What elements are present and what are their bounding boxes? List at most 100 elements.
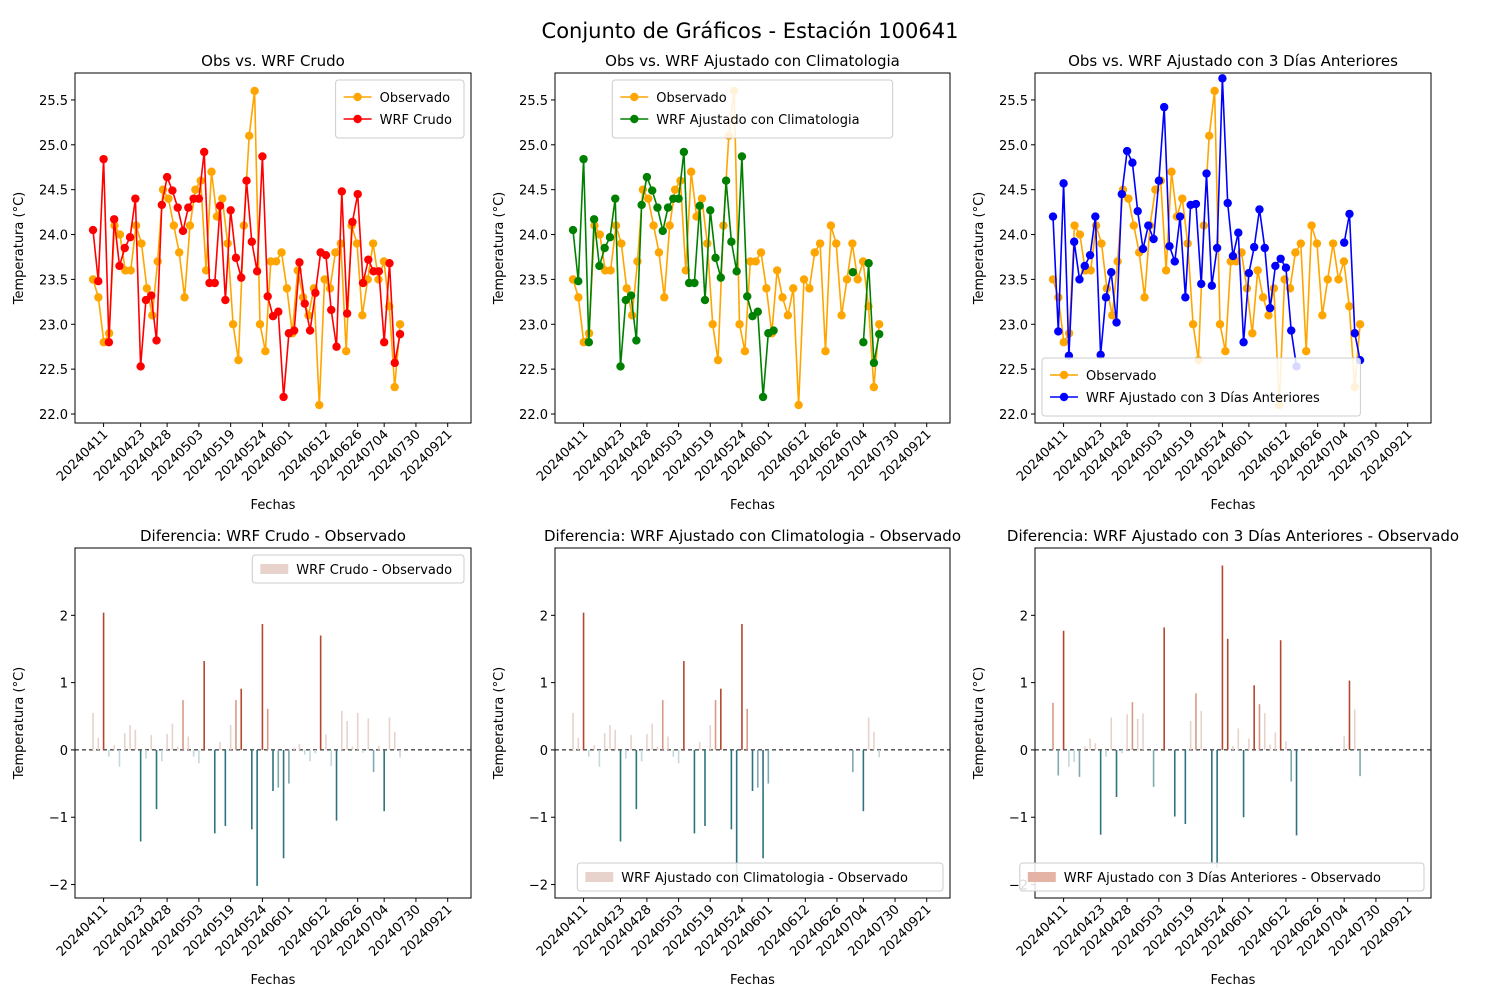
data-point [178,226,188,236]
figure-title: Conjunto de Gráficos - Estación 100641 [542,19,959,43]
difference-bar [372,749,375,773]
data-point [210,278,219,288]
data-point [1108,311,1117,320]
data-point [184,203,193,212]
data-point [282,284,292,293]
y-tick-label: 22.0 [999,408,1028,423]
data-point [1255,205,1264,214]
difference-bar [1110,717,1113,750]
data-point [379,338,389,347]
series-line [92,151,401,398]
data-point [305,326,315,335]
x-axis-label: Fechas [1211,498,1256,513]
data-point [185,221,195,230]
data-point [263,292,272,301]
y-tick-label: 22.5 [39,363,68,378]
y-tick-label: 24.0 [519,229,548,244]
data-point [713,355,723,365]
difference-bar [139,749,142,842]
difference-bar [224,749,227,826]
data-point [1159,102,1169,112]
data-point [1059,338,1068,347]
data-point [1318,311,1327,320]
data-point [1170,257,1179,266]
data-point [815,239,825,248]
data-point [174,248,184,257]
y-tick-label: 0 [60,744,68,759]
data-point [579,154,588,164]
difference-bar [720,688,722,750]
difference-bar [314,749,317,754]
data-point [173,203,182,212]
difference-bar [113,745,115,750]
difference-bar [1232,745,1234,750]
data-point [255,320,265,329]
series-wrf [88,147,405,402]
difference-bar [630,735,632,750]
axes-frame [74,547,472,899]
difference-bar [762,749,764,859]
difference-bar [388,717,391,750]
difference-bar [399,749,401,758]
data-point [136,362,145,371]
legend-marker [1059,392,1069,402]
data-point [740,347,750,356]
y-tick-label: 23.0 [519,318,548,333]
data-point [332,342,341,351]
difference-bar [309,749,311,762]
legend-marker [353,92,362,102]
data-point [374,267,384,276]
data-point [168,186,177,195]
data-point [368,239,378,248]
data-point [848,268,858,277]
y-tick-label: 2 [60,609,68,624]
difference-bar [367,718,370,750]
legend-swatch [585,872,614,882]
data-point [1097,239,1106,248]
difference-bar [1083,746,1086,750]
difference-bar [303,749,306,755]
data-point [595,230,605,239]
legend-marker [1059,370,1069,380]
y-tick-label: 22.5 [519,363,548,378]
data-point [207,167,216,176]
data-point [1140,293,1149,302]
legend-entry: Observado [1086,369,1157,384]
legend-marker [630,92,639,102]
data-point [611,194,620,203]
data-point [153,257,162,266]
data-point [690,278,699,288]
y-tick-label: 24.5 [999,184,1028,199]
data-point [1167,167,1176,176]
y-tick-label: 25.0 [519,139,548,154]
data-point [1101,293,1111,302]
y-tick-label: 0 [540,744,548,759]
data-point [622,284,631,293]
difference-bar [346,720,348,750]
difference-bar [298,743,301,750]
difference-bar [873,731,875,750]
difference-bar [1094,743,1097,750]
difference-bar [229,725,232,750]
difference-bar [651,723,653,750]
data-point [337,187,347,196]
data-point [778,293,787,302]
y-axis-label: Temperatura (°C) [972,667,987,780]
data-point [653,203,662,212]
difference-bar [182,700,184,750]
difference-bar [166,733,168,750]
data-point [1197,279,1206,289]
subplot-1: Obs vs. WRF Crudo 22.0 22.5 23.0 23.5 24.0 24.… [12,52,472,513]
y-tick-label: 24.0 [39,229,68,244]
data-point [245,131,254,141]
legend-box [1041,357,1361,417]
legend-box [611,79,894,139]
difference-bar [746,708,749,750]
data-point [1091,212,1100,221]
legend-box [576,862,944,892]
difference-bar [1142,713,1144,750]
data-point [1210,86,1219,96]
data-point [358,311,367,320]
data-point [277,248,286,257]
data-point [706,206,715,215]
